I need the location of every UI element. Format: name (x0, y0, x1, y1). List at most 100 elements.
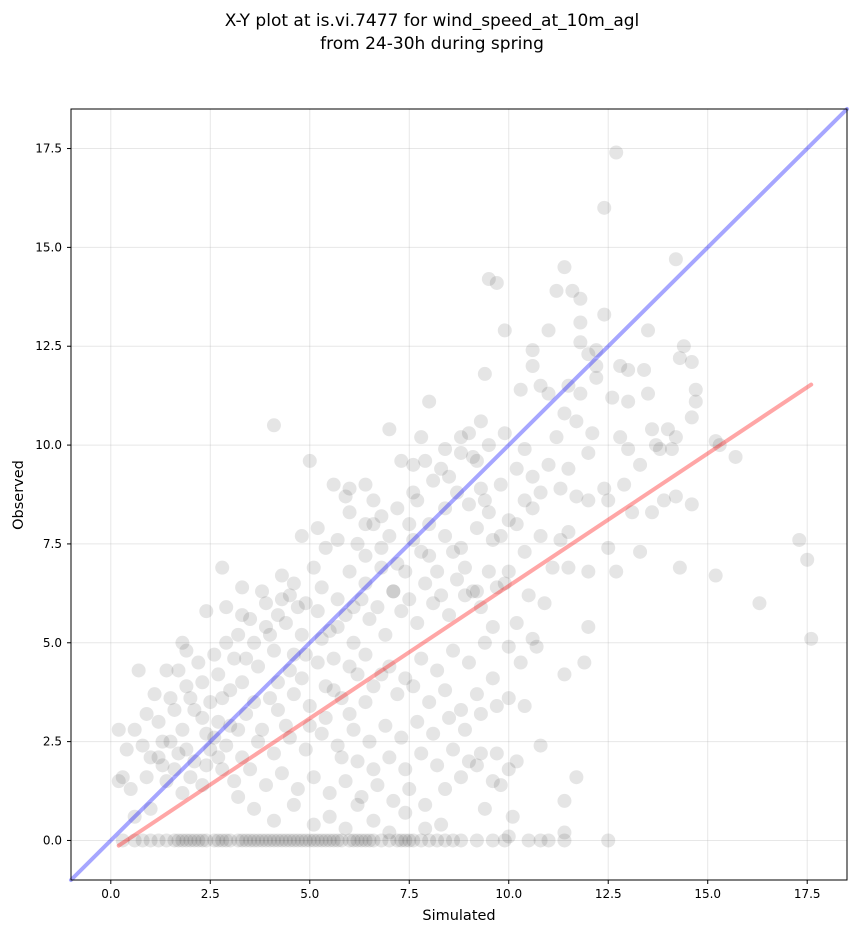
data-point (362, 734, 377, 749)
data-point (251, 659, 266, 674)
data-point (366, 762, 381, 777)
data-point (223, 718, 238, 733)
data-point (350, 667, 365, 682)
data-point (298, 833, 313, 848)
data-point (461, 754, 476, 769)
data-point (625, 505, 640, 520)
data-point (414, 833, 429, 848)
data-point (664, 442, 679, 457)
data-point (525, 359, 540, 373)
data-point (255, 833, 270, 848)
data-point (390, 501, 405, 516)
data-point (139, 770, 154, 785)
x-axis-label: Simulated (422, 908, 495, 924)
data-point (422, 833, 437, 848)
data-point (621, 394, 636, 409)
data-point (668, 252, 683, 267)
data-point (286, 576, 301, 591)
y-axis-ticks: 0.0 2.5 5.0 7.5 10.0 12.5 15.0 17.5 (35, 142, 71, 847)
data-point (362, 833, 377, 848)
data-point (127, 833, 142, 848)
data-point (278, 718, 293, 733)
data-point (453, 833, 468, 848)
data-point (111, 774, 126, 789)
data-point (501, 762, 516, 777)
y-axis-label: Observed (11, 460, 27, 530)
data-point (258, 833, 273, 848)
data-point (446, 643, 461, 658)
data-point (525, 501, 540, 516)
data-point (481, 272, 496, 287)
data-point (621, 442, 636, 457)
data-point (477, 801, 492, 816)
data-point (179, 643, 194, 658)
data-point (247, 833, 262, 848)
data-point (485, 532, 500, 547)
data-point (672, 560, 687, 575)
data-point (318, 679, 333, 694)
data-point (207, 647, 222, 662)
data-point (485, 671, 500, 686)
data-point (131, 663, 146, 678)
data-point (453, 540, 468, 555)
data-point (426, 726, 441, 741)
data-point (517, 493, 532, 508)
data-point (282, 588, 297, 603)
data-point (302, 718, 317, 733)
data-point (402, 517, 417, 532)
data-point (215, 560, 230, 575)
data-point (418, 797, 433, 812)
data-point (565, 283, 580, 298)
data-point (326, 833, 341, 848)
data-point (187, 702, 202, 717)
data-point (306, 560, 321, 575)
y-tick-label: 12.5 (35, 339, 62, 353)
data-point (302, 699, 317, 714)
data-point (688, 382, 703, 397)
data-point (469, 833, 484, 848)
data-point (334, 691, 349, 706)
data-point (175, 833, 190, 848)
data-point (728, 449, 743, 464)
data-point (517, 544, 532, 559)
data-point (398, 805, 413, 820)
data-point (469, 687, 484, 702)
data-point (290, 833, 305, 848)
data-point (294, 627, 309, 642)
data-point (382, 659, 397, 674)
data-point (473, 481, 488, 496)
data-point (804, 631, 819, 646)
x-tick-label: 2.5 (201, 887, 220, 901)
data-point (656, 493, 671, 508)
data-point (342, 505, 357, 520)
data-point (350, 833, 365, 848)
x-tick-label: 15.0 (694, 887, 721, 901)
data-point (410, 493, 425, 508)
data-point (641, 323, 656, 338)
data-point (533, 738, 548, 753)
data-point (398, 833, 413, 848)
data-point (227, 774, 242, 789)
data-point (402, 833, 417, 848)
data-point (465, 584, 480, 599)
data-point (708, 568, 723, 583)
data-point (326, 477, 341, 492)
data-point (712, 438, 727, 453)
data-point (258, 778, 273, 793)
data-point (306, 833, 321, 848)
data-point (286, 833, 301, 848)
data-point (517, 699, 532, 714)
data-point (390, 556, 405, 571)
data-point (438, 782, 453, 797)
data-point (469, 453, 484, 468)
data-point (382, 833, 397, 848)
x-tick-label: 17.5 (794, 887, 821, 901)
data-point (541, 323, 556, 338)
data-point (274, 833, 289, 848)
data-point (481, 505, 496, 520)
data-point (676, 339, 691, 354)
data-point (473, 706, 488, 721)
data-point (235, 608, 250, 623)
data-point (382, 825, 397, 840)
data-point (457, 560, 472, 575)
